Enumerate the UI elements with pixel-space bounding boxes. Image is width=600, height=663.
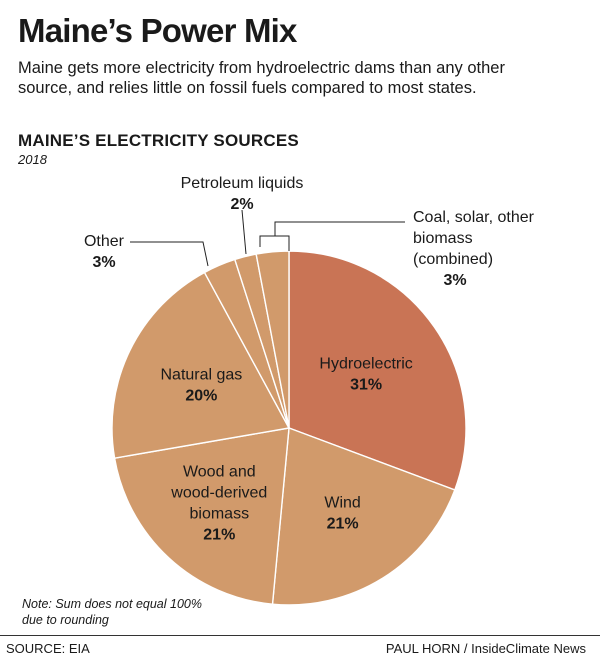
leader-line-other xyxy=(130,241,209,267)
slice-label-text: Petroleum liquids xyxy=(181,175,304,192)
slice-label-text: Wood and xyxy=(183,463,256,480)
slice-label-text: Other xyxy=(84,233,125,250)
footer-divider xyxy=(0,635,600,636)
pie-heading: MAINE’S ELECTRICITY SOURCES xyxy=(18,131,299,150)
slice-label-text: biomass xyxy=(190,505,250,522)
slice-wood-and-wood-derived-biomass xyxy=(113,427,290,605)
leader-line-combined xyxy=(274,221,405,236)
slice-natural-gas xyxy=(111,271,291,459)
chart-subtitle: Maine gets more electricity from hydroel… xyxy=(18,59,505,97)
label-petroleum-liquids: Petroleum liquids 2% xyxy=(181,175,304,213)
slice-label-text: biomass xyxy=(413,230,473,247)
chart-title: Maine’s Power Mix xyxy=(18,12,297,49)
slice-value-label: 21% xyxy=(203,526,235,543)
slice-hydroelectric xyxy=(288,250,467,491)
label-other: Other 3% xyxy=(84,233,125,271)
bracket-combined xyxy=(259,235,290,251)
author-credit: PAUL HORN / InsideClimate News xyxy=(385,641,586,656)
slice-label-text: Hydroelectric xyxy=(319,356,412,373)
label-hydroelectric: Hydroelectric 31% xyxy=(319,356,412,394)
slice-label-text: Coal, solar, other xyxy=(413,209,535,226)
slice-label-text: Natural gas xyxy=(160,367,242,384)
slice-value-label: 2% xyxy=(230,196,253,213)
label-wood-and-wood-derived-biomass: Wood and wood-derived biomass 21% xyxy=(170,463,267,543)
slice-label-text: (combined) xyxy=(413,251,493,268)
slice-value-label: 21% xyxy=(327,516,359,533)
label-natural-gas: Natural gas 20% xyxy=(160,367,242,405)
label-wind: Wind 21% xyxy=(324,495,360,533)
slice-label-text: wood-derived xyxy=(170,484,267,501)
slice-value-label: 3% xyxy=(443,272,466,289)
slice-wind xyxy=(271,427,456,606)
source-credit: SOURCE: EIA xyxy=(6,641,90,656)
rounding-note: Note: Sum does not equal 100% due to rou… xyxy=(22,597,202,627)
slice-value-label: 31% xyxy=(350,377,382,394)
slice-value-label: 3% xyxy=(92,254,115,271)
slice-label-text: Wind xyxy=(324,495,360,512)
slice-value-label: 20% xyxy=(185,388,217,405)
pie-year: 2018 xyxy=(18,152,47,167)
leader-line-petroleum-liquids xyxy=(241,209,247,255)
label-coal-solar-other-biomass-combined: Coal, solar, other biomass (combined) 3% xyxy=(413,209,535,289)
